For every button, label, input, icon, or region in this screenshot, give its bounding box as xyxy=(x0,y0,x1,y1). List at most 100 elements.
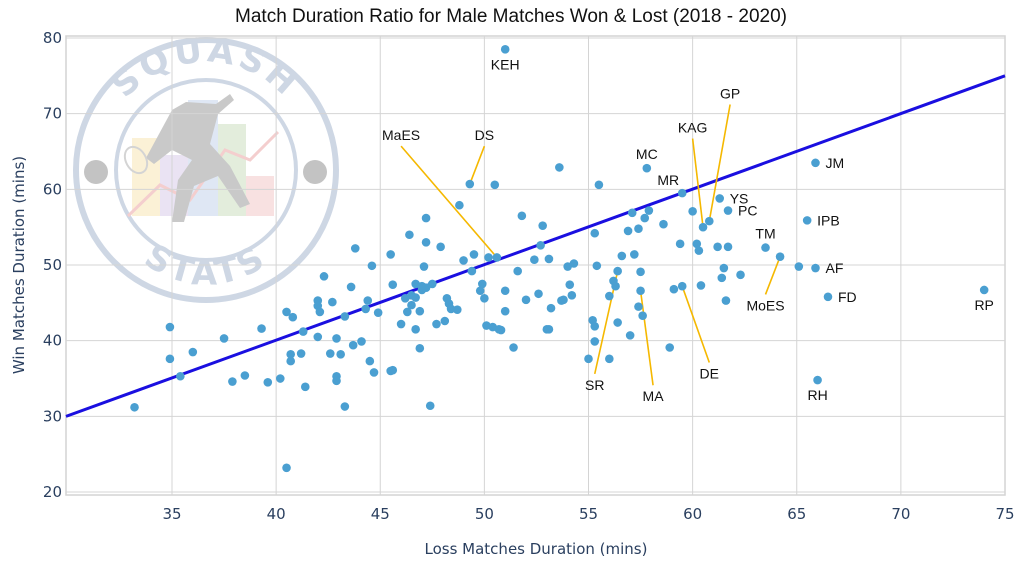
data-point xyxy=(282,307,291,317)
gridlines xyxy=(65,35,1006,496)
data-point xyxy=(584,354,593,364)
x-tick-label: 65 xyxy=(787,505,806,523)
y-tick-label: 50 xyxy=(43,256,62,274)
logo-inner-ring xyxy=(114,78,298,262)
data-point xyxy=(544,325,554,334)
data-point xyxy=(677,281,687,291)
data-point xyxy=(373,308,383,317)
annotation-leaders xyxy=(400,104,781,386)
data-point xyxy=(421,238,431,247)
data-point xyxy=(704,216,714,226)
data-point xyxy=(811,158,820,168)
data-point xyxy=(513,266,522,276)
data-point xyxy=(336,350,345,359)
data-point xyxy=(296,349,306,358)
data-point xyxy=(761,243,770,252)
data-point xyxy=(477,279,487,289)
leader-line xyxy=(681,285,711,363)
point-label: IPB xyxy=(817,212,840,228)
axes: 35 40 45 50 55 60 65 70 75 20 30 40 50 60 70 80 xyxy=(43,29,1015,523)
x-tick-label: 55 xyxy=(579,505,598,523)
data-point xyxy=(440,316,450,326)
x-tick-label: 45 xyxy=(371,505,390,523)
point-label: RH xyxy=(807,387,827,403)
data-point xyxy=(496,325,506,335)
data-point xyxy=(794,262,804,271)
data-point xyxy=(300,382,310,392)
data-point xyxy=(640,213,650,223)
data-point xyxy=(388,365,398,375)
reference-line xyxy=(65,74,1006,418)
data-point xyxy=(459,256,468,265)
data-point xyxy=(346,282,356,292)
data-point xyxy=(421,213,431,223)
data-point xyxy=(453,305,462,314)
data-point xyxy=(455,200,464,210)
data-point xyxy=(592,261,602,271)
data-point xyxy=(721,296,731,305)
data-point xyxy=(634,224,643,233)
point-label: KAG xyxy=(678,120,708,136)
data-point xyxy=(425,401,435,411)
y-tick-label: 80 xyxy=(43,29,62,47)
data-point xyxy=(500,286,510,296)
data-point xyxy=(282,463,291,473)
data-point xyxy=(517,211,527,221)
data-point xyxy=(428,279,437,289)
data-point xyxy=(415,306,425,316)
data-point xyxy=(415,343,425,353)
data-point xyxy=(617,251,627,261)
data-point xyxy=(228,377,237,386)
leader-line xyxy=(691,138,704,228)
data-point xyxy=(823,292,833,302)
data-points xyxy=(130,45,989,473)
data-point xyxy=(509,343,518,352)
data-point xyxy=(363,296,373,305)
point-label: RP xyxy=(974,297,993,313)
data-point xyxy=(188,347,198,357)
data-point xyxy=(638,311,647,321)
point-label: SR xyxy=(585,377,604,393)
data-point xyxy=(590,322,600,331)
leader-line xyxy=(400,145,498,258)
data-point xyxy=(802,216,812,225)
data-point xyxy=(403,307,412,317)
point-label: DE xyxy=(700,366,719,382)
data-point xyxy=(594,180,604,190)
data-point xyxy=(813,375,822,385)
data-point xyxy=(240,371,250,380)
data-point xyxy=(405,230,414,240)
data-point xyxy=(396,319,406,329)
data-point xyxy=(669,284,679,294)
leader-line xyxy=(764,256,781,295)
data-point xyxy=(407,300,416,310)
point-label: YS xyxy=(730,190,749,206)
x-tick-label: 75 xyxy=(995,505,1014,523)
data-point xyxy=(257,324,266,333)
data-point xyxy=(659,219,668,229)
data-point xyxy=(411,325,420,334)
point-label: KEH xyxy=(491,56,520,72)
leader-line xyxy=(708,104,731,222)
data-point xyxy=(688,206,697,216)
data-point xyxy=(490,180,500,190)
data-point xyxy=(605,291,614,301)
data-point xyxy=(715,194,724,203)
x-axis-label: Loss Matches Duration (mins) xyxy=(425,540,648,558)
data-point xyxy=(590,337,600,346)
data-point xyxy=(328,297,337,307)
data-point xyxy=(263,377,273,387)
data-point xyxy=(625,331,635,340)
data-point xyxy=(219,334,229,343)
data-point xyxy=(421,283,431,293)
data-point xyxy=(275,374,285,383)
data-point xyxy=(627,208,637,218)
data-point xyxy=(313,332,323,342)
data-point xyxy=(713,242,722,252)
data-point xyxy=(694,246,704,255)
data-point xyxy=(298,327,308,336)
reference-line-y-equals-x xyxy=(65,74,1006,418)
data-point xyxy=(315,307,325,317)
data-point xyxy=(288,312,298,322)
